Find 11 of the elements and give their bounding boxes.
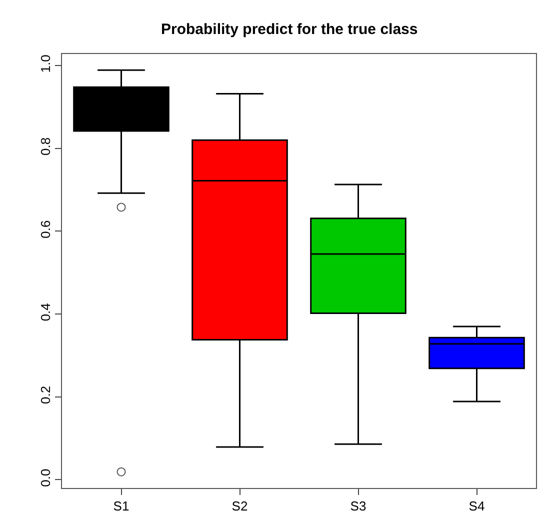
y-tick-label: 1.0 bbox=[38, 54, 53, 73]
y-tick-label: 0.8 bbox=[38, 137, 53, 156]
chart-title: Probability predict for the true class bbox=[161, 21, 418, 38]
x-tick-label: S4 bbox=[468, 498, 485, 514]
x-tick-label: S1 bbox=[113, 498, 130, 514]
y-tick-label: 0.4 bbox=[38, 303, 53, 322]
y-tick-label: 0.2 bbox=[38, 386, 53, 404]
y-tick-label: 0.6 bbox=[38, 220, 53, 238]
x-tick-label: S2 bbox=[232, 498, 248, 514]
y-tick-label: 0.0 bbox=[38, 468, 53, 487]
x-tick-label: S3 bbox=[350, 498, 366, 514]
